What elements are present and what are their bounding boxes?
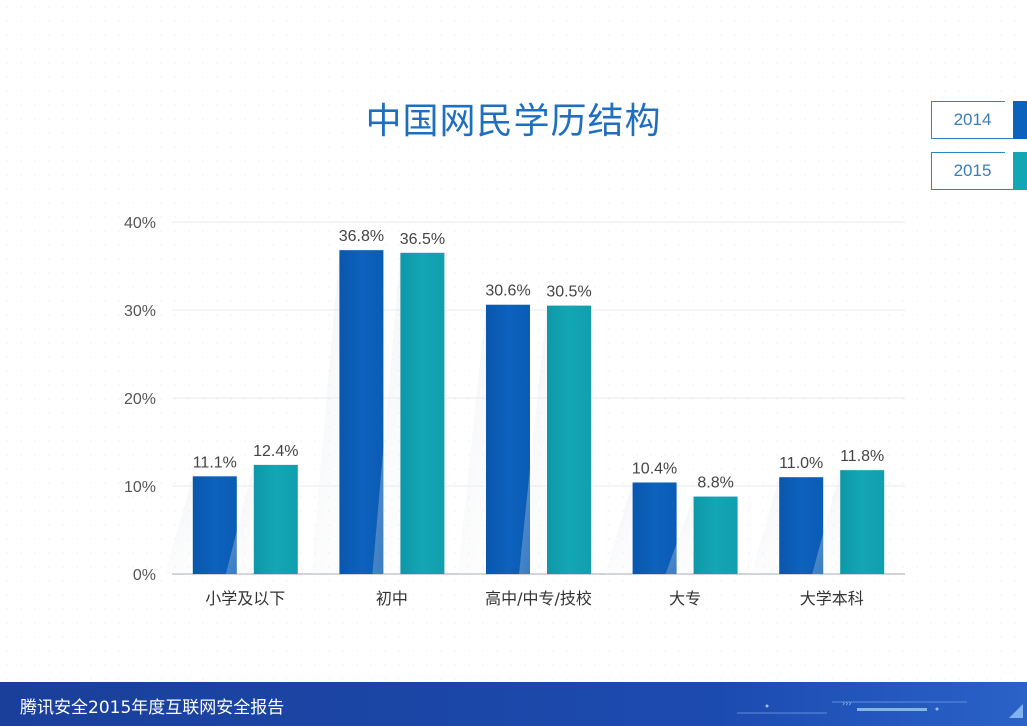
data-label-2014: 11.1% bbox=[193, 454, 237, 471]
svg-text:›››: ››› bbox=[842, 699, 852, 708]
bar-2015 bbox=[253, 464, 298, 574]
bar-2015 bbox=[693, 496, 738, 574]
bar-2015 bbox=[400, 252, 445, 575]
bar-2014 bbox=[632, 482, 677, 574]
y-tick-label: 10% bbox=[124, 479, 156, 496]
footer-bar: 腾讯安全2015年度互联网安全报告 ››› bbox=[0, 682, 1027, 726]
x-tick-label: 大学本科 bbox=[800, 589, 864, 608]
footer-corner-icon bbox=[1009, 704, 1023, 718]
legend-label-2014: 2014 bbox=[931, 100, 1013, 139]
data-label-2014: 10.4% bbox=[632, 460, 677, 477]
y-tick-label: 20% bbox=[124, 391, 156, 408]
data-label-2015: 12.4% bbox=[253, 443, 298, 460]
x-tick-label: 初中 bbox=[376, 589, 408, 608]
data-label-2015: 8.8% bbox=[697, 475, 733, 492]
footer-text: 腾讯安全2015年度互联网安全报告 bbox=[20, 698, 285, 718]
bar-2015 bbox=[840, 470, 885, 574]
legend-item-2014[interactable]: 2014 bbox=[931, 100, 1027, 139]
data-label-2014: 36.8% bbox=[339, 228, 384, 245]
x-tick-label: 大专 bbox=[669, 589, 701, 608]
bar-2014 bbox=[192, 476, 237, 574]
bar-2014 bbox=[339, 250, 384, 574]
data-label-2014: 11.0% bbox=[779, 455, 823, 472]
x-tick-label: 小学及以下 bbox=[205, 589, 285, 608]
data-label-2014: 30.6% bbox=[485, 283, 530, 300]
y-tick-label: 40% bbox=[124, 215, 156, 232]
y-tick-label: 0% bbox=[133, 567, 156, 584]
legend-swatch-2015 bbox=[1013, 152, 1027, 190]
data-label-2015: 36.5% bbox=[400, 231, 445, 248]
footer-decoration: ››› bbox=[737, 699, 967, 714]
bar-2014 bbox=[486, 304, 530, 574]
data-label-2015: 30.5% bbox=[546, 284, 591, 301]
x-tick-label: 高中/中专/技校 bbox=[485, 589, 592, 608]
legend-swatch-2014 bbox=[1013, 101, 1027, 139]
legend-label-2015: 2015 bbox=[931, 151, 1013, 190]
bar-2015 bbox=[547, 305, 591, 574]
data-label-2015: 11.8% bbox=[840, 448, 884, 465]
chart-title: 中国网民学历结构 bbox=[365, 101, 662, 142]
y-tick-label: 30% bbox=[124, 303, 156, 320]
legend-item-2015[interactable]: 2015 bbox=[931, 151, 1027, 190]
bar-chart: 0% 10% 20% 30% 40% 11.1% 12.4% 小学及以下 36.8% 36.5% 初… bbox=[124, 215, 905, 608]
bar-2014 bbox=[779, 477, 824, 574]
